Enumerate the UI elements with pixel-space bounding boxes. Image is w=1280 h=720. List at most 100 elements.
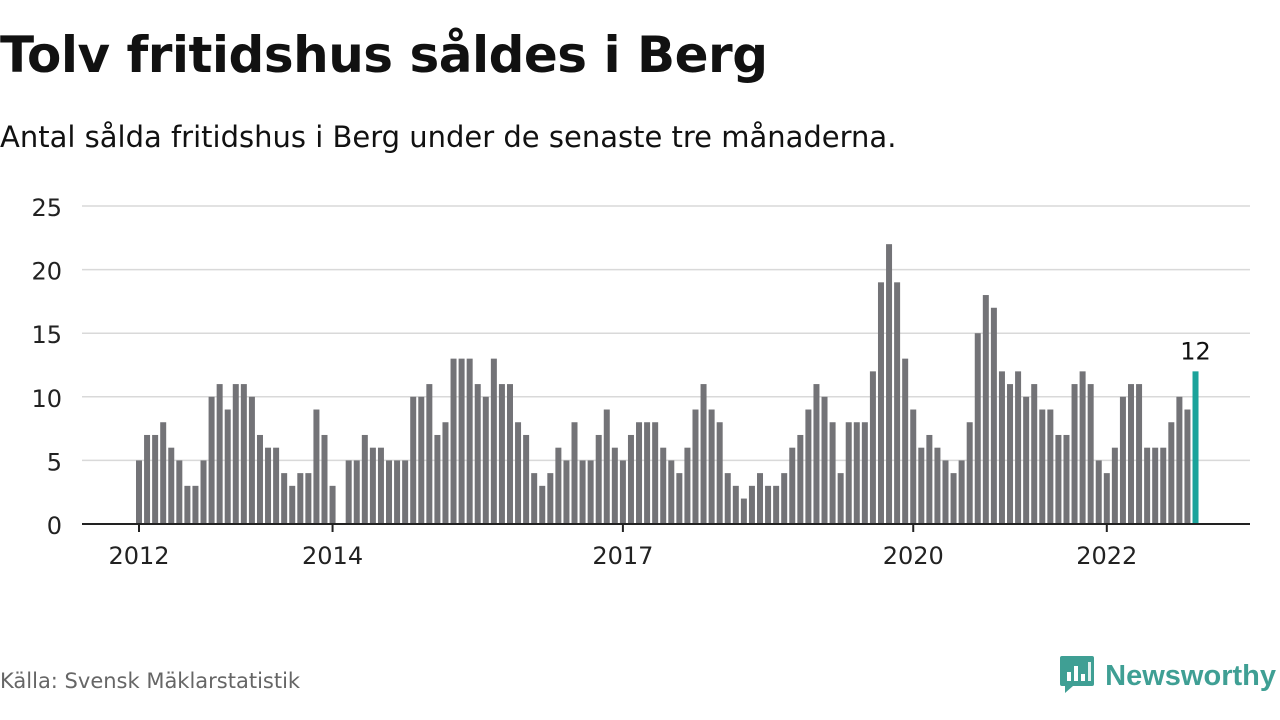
bar: [321, 434, 328, 524]
bar: [490, 358, 497, 524]
x-tick-label: 2014: [302, 542, 363, 570]
bar: [966, 422, 973, 524]
bar: [353, 460, 360, 524]
bar: [168, 447, 175, 524]
x-tick-label: 2017: [592, 542, 653, 570]
bar: [724, 473, 731, 524]
y-tick-label: 10: [31, 385, 62, 413]
bar: [232, 384, 239, 524]
bar: [660, 447, 667, 524]
bar: [886, 244, 893, 524]
bar: [426, 384, 433, 524]
bar: [869, 371, 876, 524]
bar: [482, 396, 489, 524]
bar: [644, 422, 651, 524]
bar: [1176, 396, 1183, 524]
last-value-label: 12: [1180, 337, 1211, 365]
bar: [1095, 460, 1102, 524]
bar: [837, 473, 844, 524]
bar: [1103, 473, 1110, 524]
bar: [821, 396, 828, 524]
bar: [152, 434, 159, 524]
bar: [345, 460, 352, 524]
bar: [329, 485, 336, 524]
bar: [603, 409, 610, 524]
bar: [619, 460, 626, 524]
bar: [1168, 422, 1175, 524]
bar: [998, 371, 1005, 524]
bar: [813, 384, 820, 524]
bar: [515, 422, 522, 524]
bar: [265, 447, 272, 524]
brand-logo[interactable]: Newsworthy: [1059, 654, 1276, 698]
bar: [136, 460, 142, 524]
bar: [442, 422, 449, 524]
bar: [1015, 371, 1022, 524]
bar: [757, 473, 764, 524]
bar: [781, 473, 788, 524]
bar: [805, 409, 812, 524]
bar: [160, 422, 167, 524]
bar: [668, 460, 675, 524]
bar: [990, 307, 997, 524]
bar: [942, 460, 949, 524]
bar: [732, 485, 739, 524]
bar: [410, 396, 417, 524]
bar: [636, 422, 643, 524]
bar: [950, 473, 957, 524]
highlight-bar: [1192, 371, 1199, 524]
bar: [773, 485, 780, 524]
bar: [611, 447, 618, 524]
bar: [216, 384, 223, 524]
bar: [402, 460, 409, 524]
bar: [1111, 447, 1118, 524]
bar: [579, 460, 586, 524]
bar: [394, 460, 401, 524]
bar: [708, 409, 715, 524]
chart-subtitle: Antal sålda fritidshus i Berg under de s…: [0, 120, 897, 154]
data-labels: 12: [1178, 335, 1213, 367]
bar: [1039, 409, 1046, 524]
bar: [523, 434, 530, 524]
bar: [498, 384, 505, 524]
bar: [555, 447, 562, 524]
bar: [450, 358, 457, 524]
x-axis-ticks: 2012 2014 2017 2020 2022: [108, 524, 1137, 570]
bar: [539, 485, 546, 524]
bar: [256, 434, 263, 524]
bar-chart: 0 5 10 15 20 25 2012 2014 2017 2020 2022 12: [31, 194, 1250, 570]
bar: [982, 295, 989, 524]
y-tick-label: 15: [31, 321, 62, 349]
bar: [765, 485, 772, 524]
y-tick-label: 20: [31, 258, 62, 286]
bar: [1047, 409, 1054, 524]
bar: [748, 485, 755, 524]
bar: [1031, 384, 1038, 524]
bar: [587, 460, 594, 524]
bar: [652, 422, 659, 524]
bar: [902, 358, 909, 524]
bar: [1136, 384, 1143, 524]
y-tick-label: 5: [47, 448, 62, 476]
bar: [740, 498, 747, 524]
bar: [861, 422, 868, 524]
bars: [136, 244, 1199, 524]
bar: [1152, 447, 1159, 524]
x-tick-label: 2020: [883, 542, 944, 570]
bar: [466, 358, 473, 524]
bar: [434, 434, 441, 524]
bar: [313, 409, 320, 524]
brand-name: Newsworthy: [1105, 659, 1276, 692]
bar: [208, 396, 215, 524]
bar: [571, 422, 578, 524]
bar: [595, 434, 602, 524]
bar: [386, 460, 393, 524]
bar: [894, 282, 901, 524]
bar: [305, 473, 312, 524]
bar: [1007, 384, 1014, 524]
chart-title: Tolv fritidshus såldes i Berg: [0, 26, 768, 84]
bar: [926, 434, 933, 524]
bar: [144, 434, 151, 524]
bar: [918, 447, 925, 524]
y-axis-ticks: 0 5 10 15 20 25: [31, 194, 62, 540]
